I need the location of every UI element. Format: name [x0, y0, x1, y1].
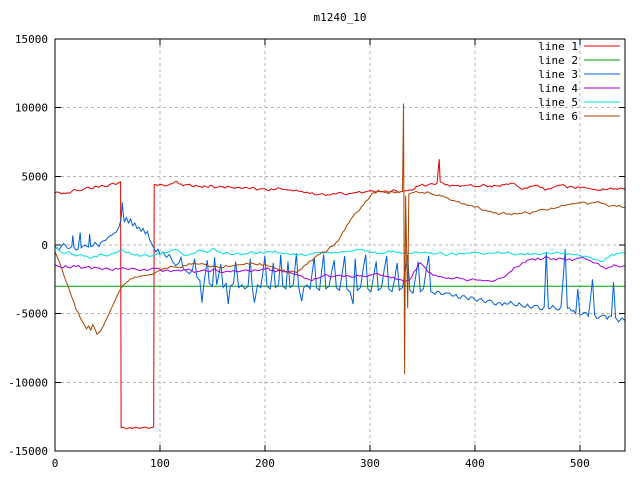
x-tick-label: 0	[52, 457, 59, 470]
series-line-5	[55, 246, 626, 263]
legend-label: line 5	[538, 96, 578, 109]
legend-label: line 6	[538, 110, 578, 123]
series-line-6	[55, 103, 626, 375]
grid-lines	[55, 39, 625, 451]
x-tick-label: 200	[255, 457, 275, 470]
x-tick-label: 300	[360, 457, 380, 470]
y-tick-label: 5000	[22, 170, 49, 183]
series-line-1	[55, 159, 626, 430]
axes-and-ticks: 0 100 200 300 400 500 -15000 -10000 -5000 0 5000 10…	[8, 33, 626, 470]
data-series	[55, 103, 626, 430]
series-line-4	[55, 256, 626, 283]
y-tick-label: -5000	[15, 308, 48, 321]
x-tick-label: 500	[570, 457, 590, 470]
y-tick-label: 15000	[15, 33, 48, 46]
y-tick-label: -15000	[8, 445, 48, 458]
y-tick-label: 10000	[15, 102, 48, 115]
legend-label: line 4	[538, 82, 578, 95]
chart-title: m1240_10	[314, 11, 367, 24]
x-tick-label: 100	[150, 457, 170, 470]
legend-label: line 1	[538, 40, 578, 53]
x-tick-label: 400	[465, 457, 485, 470]
legend-label: line 2	[538, 54, 578, 67]
legend-label: line 3	[538, 68, 578, 81]
y-tick-label: 0	[41, 239, 48, 252]
series-line-3	[55, 202, 626, 323]
y-tick-label: -10000	[8, 376, 48, 389]
